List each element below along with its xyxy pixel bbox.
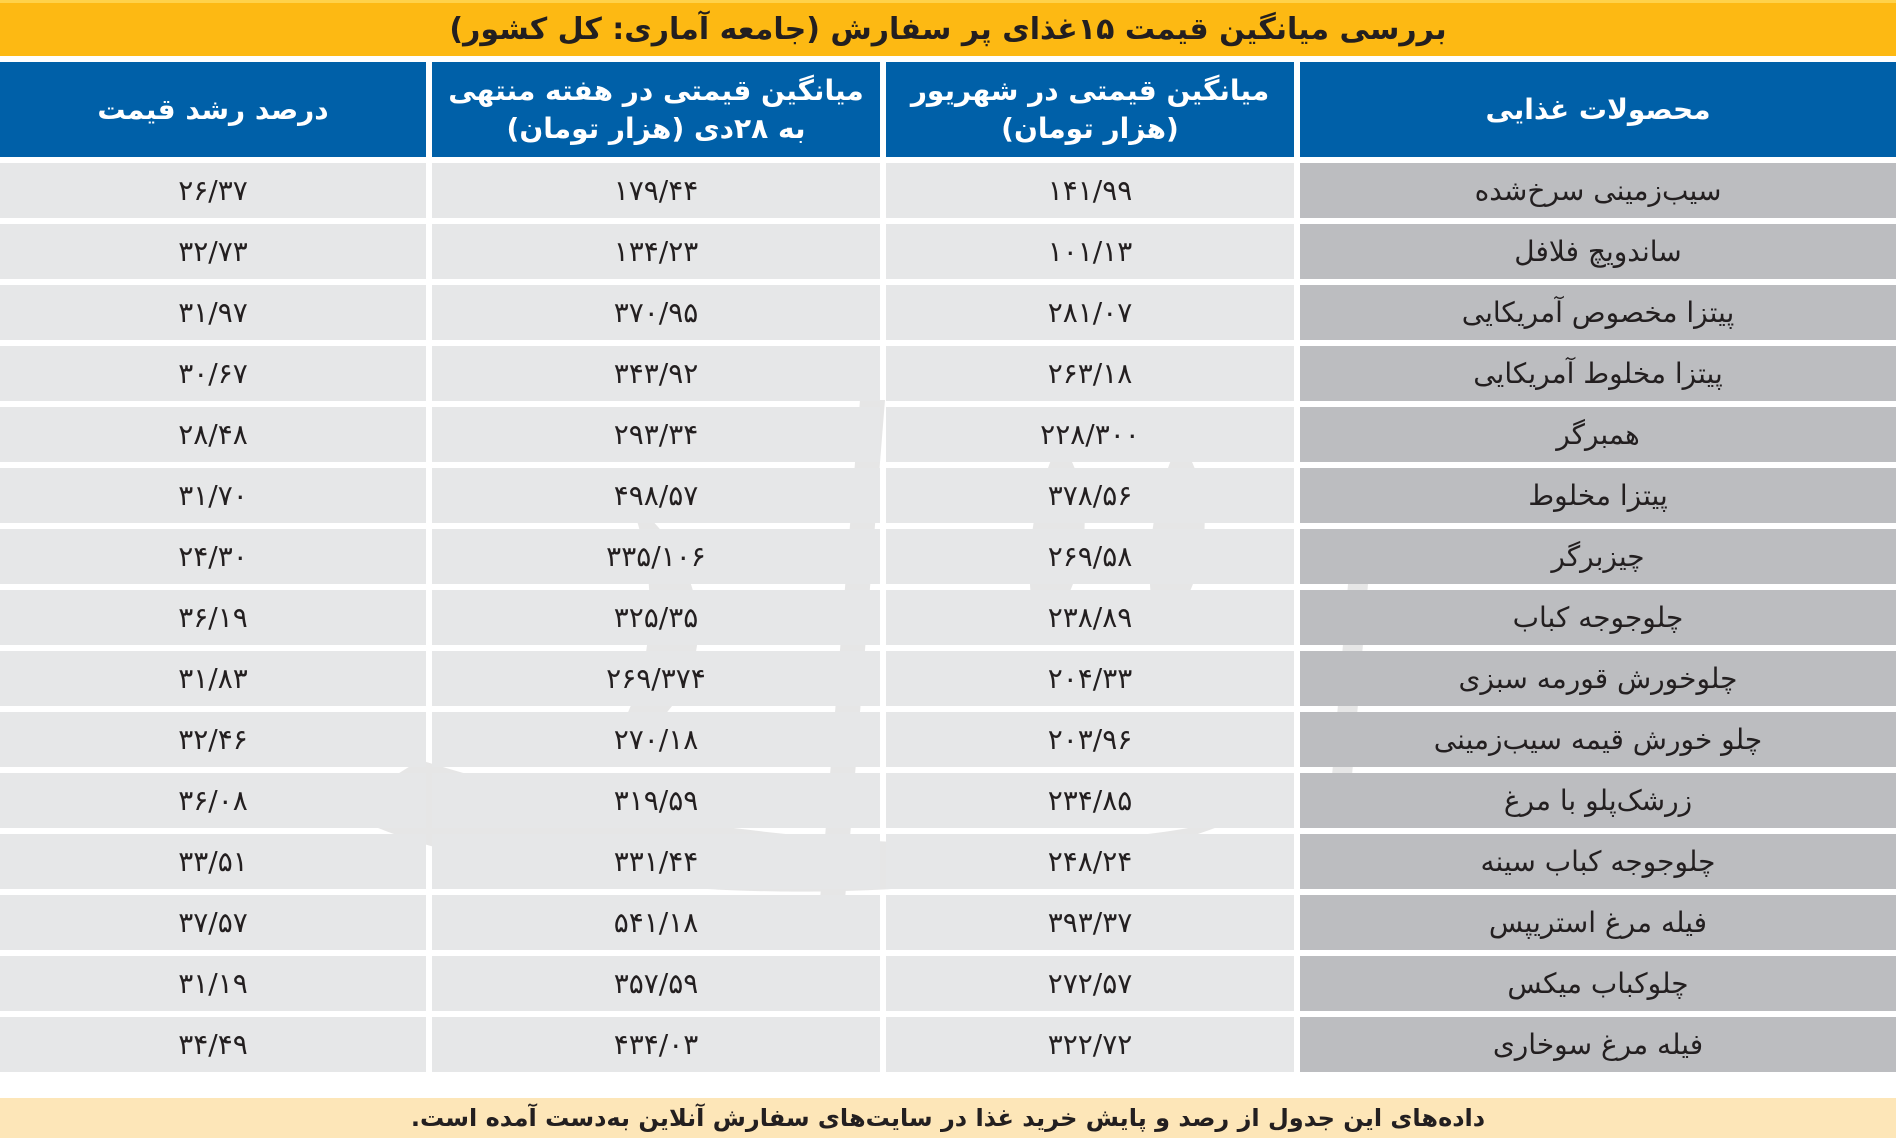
table-row: چلوخورش قورمه سبزی ۲۰۴/۳۳ ۲۶۹/۳۷۴ ۳۱/۸۳ xyxy=(0,651,1896,706)
growth-percent: ۳۱/۱۹ xyxy=(0,956,426,1011)
dey-price: ۳۱۹/۵۹ xyxy=(432,773,880,828)
dey-price: ۲۷۰/۱۸ xyxy=(432,712,880,767)
shahrivar-price: ۳۲۲/۷۲ xyxy=(886,1017,1294,1072)
dey-price: ۱۷۹/۴۴ xyxy=(432,163,880,218)
shahrivar-price: ۲۰۴/۳۳ xyxy=(886,651,1294,706)
footnote-text: داده‌های این جدول از رصد و پایش خرید غذا… xyxy=(410,1104,1486,1132)
table-title: بررسی میانگین قیمت ۱۵غذای پر سفارش (جامع… xyxy=(0,0,1896,56)
product-name: چلوکباب میکس xyxy=(1300,956,1896,1011)
shahrivar-price: ۲۰۳/۹۶ xyxy=(886,712,1294,767)
growth-percent: ۲۴/۳۰ xyxy=(0,529,426,584)
growth-percent: ۳۶/۰۸ xyxy=(0,773,426,828)
table-row: چلوجوجه کباب ۲۳۸/۸۹ ۳۲۵/۳۵ ۳۶/۱۹ xyxy=(0,590,1896,645)
table-row: پیتزا مخصوص آمریکایی ۲۸۱/۰۷ ۳۷۰/۹۵ ۳۱/۹۷ xyxy=(0,285,1896,340)
column-header-shahrivar-price: میانگین قیمتی در شهریور (هزار تومان) xyxy=(886,62,1294,157)
product-name: زرشک‌پلو با مرغ xyxy=(1300,773,1896,828)
growth-percent: ۳۳/۵۱ xyxy=(0,834,426,889)
table-row: چلوجوجه کباب سینه ۲۴۸/۲۴ ۳۳۱/۴۴ ۳۳/۵۱ xyxy=(0,834,1896,889)
dey-price: ۵۴۱/۱۸ xyxy=(432,895,880,950)
shahrivar-price: ۲۷۲/۵۷ xyxy=(886,956,1294,1011)
table-row: زرشک‌پلو با مرغ ۲۳۴/۸۵ ۳۱۹/۵۹ ۳۶/۰۸ xyxy=(0,773,1896,828)
dey-price: ۴۳۴/۰۳ xyxy=(432,1017,880,1072)
growth-percent: ۳۲/۴۶ xyxy=(0,712,426,767)
table-row: فیله مرغ استریپس ۳۹۳/۳۷ ۵۴۱/۱۸ ۳۷/۵۷ xyxy=(0,895,1896,950)
product-name: چیزبرگر xyxy=(1300,529,1896,584)
shahrivar-price: ۱۴۱/۹۹ xyxy=(886,163,1294,218)
table-row: چیزبرگر ۲۶۹/۵۸ ۳۳۵/۱۰۶ ۲۴/۳۰ xyxy=(0,529,1896,584)
shahrivar-price: ۲۲۸/۳۰۰ xyxy=(886,407,1294,462)
product-name: همبرگر xyxy=(1300,407,1896,462)
product-name: پیتزا مخلوط xyxy=(1300,468,1896,523)
shahrivar-price: ۲۶۹/۵۸ xyxy=(886,529,1294,584)
growth-percent: ۳۱/۹۷ xyxy=(0,285,426,340)
price-table: محصولات غذایی میانگین قیمتی در شهریور (ه… xyxy=(0,62,1896,1078)
title-text: بررسی میانگین قیمت ۱۵غذای پر سفارش (جامع… xyxy=(449,12,1447,47)
shahrivar-price: ۳۹۳/۳۷ xyxy=(886,895,1294,950)
product-name: پیتزا مخلوط آمریکایی xyxy=(1300,346,1896,401)
shahrivar-price: ۳۷۸/۵۶ xyxy=(886,468,1294,523)
growth-percent: ۳۶/۱۹ xyxy=(0,590,426,645)
product-name: فیله مرغ استریپس xyxy=(1300,895,1896,950)
growth-percent: ۳۴/۴۹ xyxy=(0,1017,426,1072)
dey-price: ۱۳۴/۲۳ xyxy=(432,224,880,279)
dey-price: ۳۳۵/۱۰۶ xyxy=(432,529,880,584)
table-row: سیب‌زمینی سرخ‌شده ۱۴۱/۹۹ ۱۷۹/۴۴ ۲۶/۳۷ xyxy=(0,163,1896,218)
table-row: پیتزا مخلوط ۳۷۸/۵۶ ۴۹۸/۵۷ ۳۱/۷۰ xyxy=(0,468,1896,523)
table-row: پیتزا مخلوط آمریکایی ۲۶۳/۱۸ ۳۴۳/۹۲ ۳۰/۶۷ xyxy=(0,346,1896,401)
product-name: سیب‌زمینی سرخ‌شده xyxy=(1300,163,1896,218)
dey-price: ۳۵۷/۵۹ xyxy=(432,956,880,1011)
shahrivar-price: ۲۳۴/۸۵ xyxy=(886,773,1294,828)
dey-price: ۳۷۰/۹۵ xyxy=(432,285,880,340)
growth-percent: ۲۶/۳۷ xyxy=(0,163,426,218)
dey-price: ۲۹۳/۳۴ xyxy=(432,407,880,462)
table-row: چلو خورش قیمه سیب‌زمینی ۲۰۳/۹۶ ۲۷۰/۱۸ ۳۲… xyxy=(0,712,1896,767)
table-row: همبرگر ۲۲۸/۳۰۰ ۲۹۳/۳۴ ۲۸/۴۸ xyxy=(0,407,1896,462)
dey-price: ۴۹۸/۵۷ xyxy=(432,468,880,523)
growth-percent: ۳۰/۶۷ xyxy=(0,346,426,401)
shahrivar-price: ۱۰۱/۱۳ xyxy=(886,224,1294,279)
dey-price: ۳۴۳/۹۲ xyxy=(432,346,880,401)
source-footnote: داده‌های این جدول از رصد و پایش خرید غذا… xyxy=(0,1098,1896,1138)
product-name: چلوجوجه کباب سینه xyxy=(1300,834,1896,889)
table-row: فیله مرغ سوخاری ۳۲۲/۷۲ ۴۳۴/۰۳ ۳۴/۴۹ xyxy=(0,1017,1896,1072)
product-name: چلوجوجه کباب xyxy=(1300,590,1896,645)
dey-price: ۳۳۱/۴۴ xyxy=(432,834,880,889)
column-header-product: محصولات غذایی xyxy=(1300,62,1896,157)
column-header-dey-price: میانگین قیمتی در هفته منتهی به ۲۸دی (هزا… xyxy=(432,62,880,157)
growth-percent: ۲۸/۴۸ xyxy=(0,407,426,462)
growth-percent: ۳۱/۸۳ xyxy=(0,651,426,706)
shahrivar-price: ۲۶۳/۱۸ xyxy=(886,346,1294,401)
table-row: ساندویچ فلافل ۱۰۱/۱۳ ۱۳۴/۲۳ ۳۲/۷۳ xyxy=(0,224,1896,279)
product-name: فیله مرغ سوخاری xyxy=(1300,1017,1896,1072)
product-name: چلو خورش قیمه سیب‌زمینی xyxy=(1300,712,1896,767)
growth-percent: ۳۱/۷۰ xyxy=(0,468,426,523)
product-name: چلوخورش قورمه سبزی xyxy=(1300,651,1896,706)
column-header-growth-percent: درصد رشد قیمت xyxy=(0,62,426,157)
dey-price: ۳۲۵/۳۵ xyxy=(432,590,880,645)
dey-price: ۲۶۹/۳۷۴ xyxy=(432,651,880,706)
shahrivar-price: ۲۴۸/۲۴ xyxy=(886,834,1294,889)
product-name: ساندویچ فلافل xyxy=(1300,224,1896,279)
shahrivar-price: ۲۸۱/۰۷ xyxy=(886,285,1294,340)
growth-percent: ۳۲/۷۳ xyxy=(0,224,426,279)
table-row: چلوکباب میکس ۲۷۲/۵۷ ۳۵۷/۵۹ ۳۱/۱۹ xyxy=(0,956,1896,1011)
product-name: پیتزا مخصوص آمریکایی xyxy=(1300,285,1896,340)
table-header-row: محصولات غذایی میانگین قیمتی در شهریور (ه… xyxy=(0,62,1896,157)
shahrivar-price: ۲۳۸/۸۹ xyxy=(886,590,1294,645)
growth-percent: ۳۷/۵۷ xyxy=(0,895,426,950)
